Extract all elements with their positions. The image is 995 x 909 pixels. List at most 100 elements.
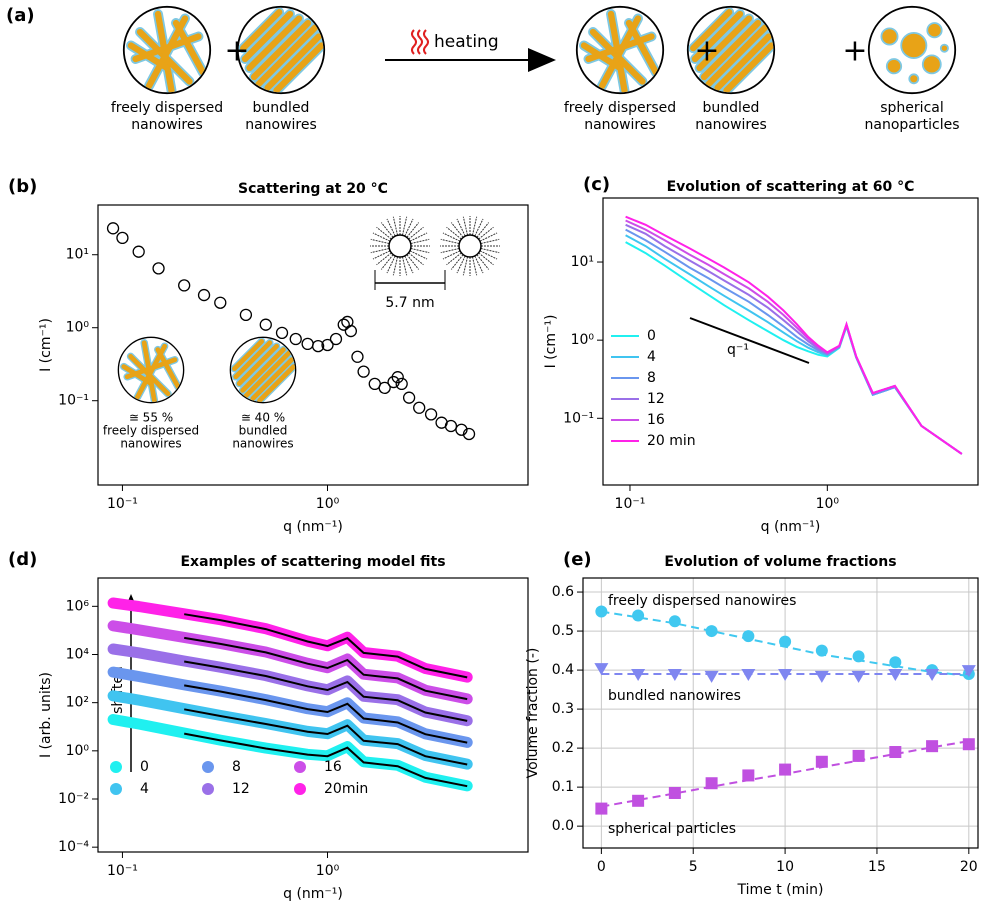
chart-title: Examples of scattering model fits xyxy=(180,554,445,570)
micelle-chain xyxy=(457,256,465,273)
y-tick-label: 10⁻¹ xyxy=(563,410,594,426)
micelle-core xyxy=(459,235,481,257)
annotation: nanowires xyxy=(232,437,293,451)
series-label: bundled nanowires xyxy=(608,688,741,704)
marker xyxy=(853,650,865,662)
y-tick-label: 0.2 xyxy=(552,740,574,756)
item-label: freely dispersed xyxy=(564,100,676,116)
legend-label: 20 min xyxy=(647,433,696,449)
marker xyxy=(445,421,456,432)
marker xyxy=(330,334,341,345)
y-tick-label: 10⁶ xyxy=(66,598,90,614)
x-tick-label: 10⁻¹ xyxy=(615,496,646,512)
micelle-chain xyxy=(451,255,463,270)
legend-swatch xyxy=(294,761,306,773)
x-tick-label: 10⁰ xyxy=(316,496,340,512)
micelle-chain xyxy=(373,251,390,259)
operator: + xyxy=(224,34,249,69)
y-tick-label: 10⁰ xyxy=(66,743,90,759)
item-label: spherical xyxy=(880,100,943,116)
legend-swatch xyxy=(202,783,214,795)
series-label: spherical particles xyxy=(608,821,736,837)
micelle-chain xyxy=(447,253,462,265)
marker xyxy=(290,334,301,345)
micelle-chain xyxy=(377,253,392,265)
icon xyxy=(238,7,324,93)
marker xyxy=(926,740,938,752)
x-axis-label: q (nm⁻¹) xyxy=(283,519,343,535)
marker xyxy=(741,669,755,681)
legend-label: 12 xyxy=(232,781,250,797)
panel-label: (e) xyxy=(563,549,592,570)
legend-label: 0 xyxy=(647,328,656,344)
panel-label: (c) xyxy=(583,174,610,195)
marker xyxy=(852,671,866,683)
panel-label: (b) xyxy=(8,176,37,197)
heat-icon xyxy=(412,30,428,54)
micelle-chain xyxy=(443,233,460,241)
marker xyxy=(742,769,754,781)
micelle-chain xyxy=(443,251,460,259)
legend-label: 4 xyxy=(647,349,656,365)
item-label: bundled xyxy=(253,100,310,116)
legend-label: 12 xyxy=(647,391,665,407)
icon xyxy=(118,337,183,402)
marker xyxy=(404,392,415,403)
annotation: ≅ 40 % xyxy=(241,411,285,425)
series-label: freely dispersed nanowires xyxy=(608,593,796,609)
slope-guide xyxy=(690,318,809,363)
micelle-chain xyxy=(447,227,462,239)
y-tick-label: 0.3 xyxy=(552,701,574,717)
micelle-chain xyxy=(409,253,424,265)
marker xyxy=(302,338,313,349)
marker xyxy=(338,319,349,330)
micelle-chain xyxy=(480,233,497,241)
legend-label: 16 xyxy=(324,759,342,775)
y-tick-label: 10⁰ xyxy=(66,320,90,336)
y-tick-label: 10⁻¹ xyxy=(58,393,89,409)
legend-label: 0 xyxy=(140,759,149,775)
item-label: nanoparticles xyxy=(865,117,960,133)
micelle-chain xyxy=(451,223,463,238)
operator: + xyxy=(842,34,867,69)
micelle-chain xyxy=(407,223,419,238)
marker xyxy=(108,223,119,234)
legend-swatch xyxy=(202,761,214,773)
micelle-core xyxy=(389,235,411,257)
y-axis-label: I (cm⁻¹) xyxy=(543,315,559,369)
x-tick-label: 0 xyxy=(597,859,606,875)
panel-label: (d) xyxy=(8,549,37,570)
marker xyxy=(260,319,271,330)
y-tick-label: 10⁻⁴ xyxy=(58,839,89,855)
marker xyxy=(199,290,210,301)
marker xyxy=(117,232,128,243)
item-label: nanowires xyxy=(695,117,767,133)
marker xyxy=(816,645,828,657)
y-axis-label: Volume fraction (-) xyxy=(525,648,541,779)
line xyxy=(626,230,962,454)
marker xyxy=(669,615,681,627)
x-axis-label: q (nm⁻¹) xyxy=(761,519,821,535)
operator: + xyxy=(694,34,719,69)
micelle-chain xyxy=(405,256,413,273)
marker xyxy=(889,746,901,758)
y-tick-label: 0.4 xyxy=(552,662,574,678)
marker xyxy=(345,326,356,337)
annotation: nanowires xyxy=(120,437,181,451)
micelle-chain xyxy=(387,256,395,273)
x-tick-label: 10 xyxy=(776,859,794,875)
annotation: ≅ 55 % xyxy=(129,411,173,425)
marker xyxy=(963,738,975,750)
icon xyxy=(124,7,210,93)
annotation: freely dispersed xyxy=(103,424,199,438)
x-tick-label: 10⁰ xyxy=(316,863,340,879)
y-tick-label: 10⁰ xyxy=(571,332,595,348)
marker xyxy=(595,803,607,815)
y-tick-label: 0.0 xyxy=(552,818,574,834)
legend-swatch xyxy=(294,783,306,795)
marker xyxy=(426,409,437,420)
y-axis-label: I (arb. units) xyxy=(38,672,54,758)
x-tick-label: 15 xyxy=(868,859,886,875)
line xyxy=(626,221,962,454)
y-tick-label: 10¹ xyxy=(571,254,594,270)
